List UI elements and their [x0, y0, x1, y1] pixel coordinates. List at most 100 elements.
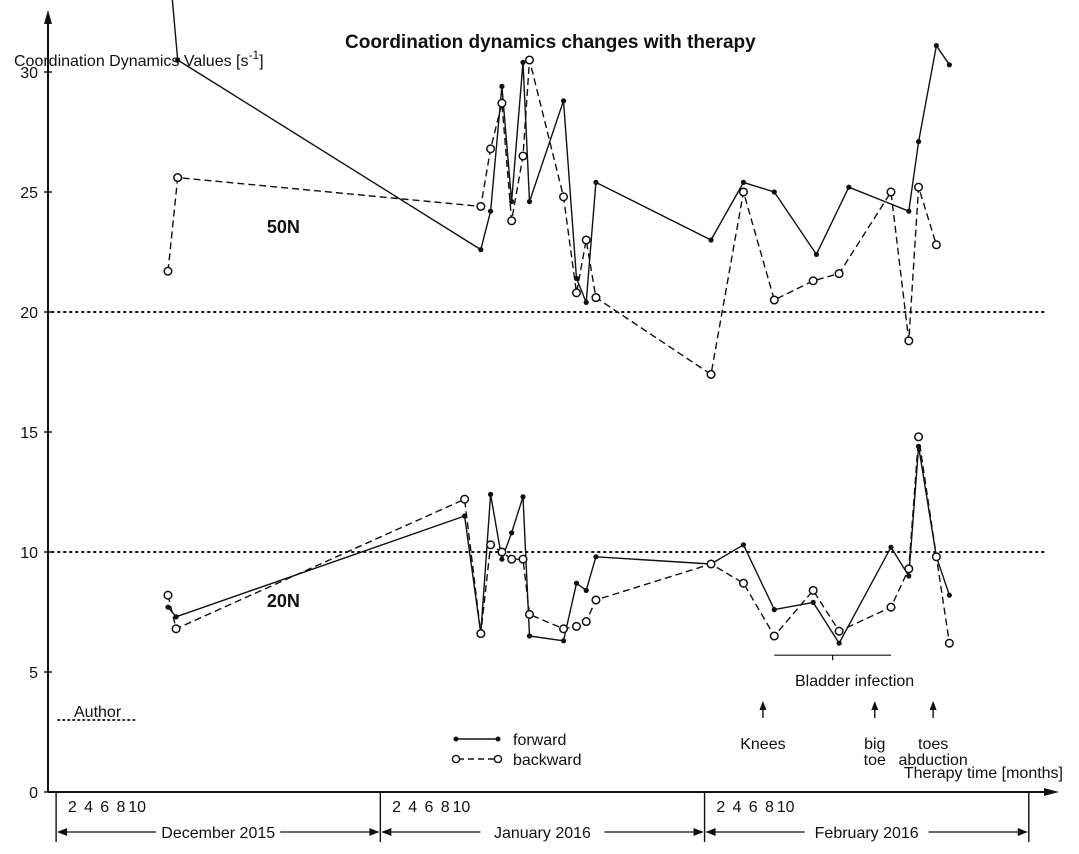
y-tick-label: 15 — [20, 425, 38, 442]
y-axis-arrow-icon — [44, 10, 52, 24]
data-point-forward — [487, 491, 494, 497]
data-point-forward — [740, 179, 747, 185]
data-point-backward — [808, 585, 818, 595]
data-point-backward — [460, 494, 470, 504]
data-point-backward — [738, 187, 749, 197]
bladder-infection-annotation: Bladder infection — [774, 654, 914, 690]
data-point-backward — [591, 595, 601, 605]
x-day-tick-label: 4 — [733, 799, 742, 816]
y-tick-label: 10 — [20, 545, 38, 562]
author-line: Author — [57, 704, 139, 721]
data-point-forward — [487, 208, 494, 214]
month-label: December 2015 — [161, 825, 275, 842]
data-point-backward — [571, 621, 582, 631]
x-day-tick-label: 6 — [425, 799, 434, 816]
data-point-backward — [476, 629, 486, 639]
data-point-forward — [583, 299, 589, 305]
series-backward-50N — [163, 55, 941, 379]
data-point-forward — [583, 587, 589, 594]
data-point-backward — [904, 336, 914, 346]
data-point-forward — [888, 544, 894, 550]
x-day-tick-label: 10 — [452, 799, 470, 816]
data-point-forward — [771, 189, 777, 195]
up-arrow-icon — [871, 701, 879, 710]
data-point-backward — [834, 269, 844, 279]
data-point-backward — [914, 432, 924, 442]
month-arrow-left-icon — [381, 828, 392, 836]
group-label: 50N — [267, 217, 300, 237]
data-point-forward — [846, 184, 852, 190]
y-tick-label: 30 — [20, 65, 38, 82]
x-day-ticks: 2 4 6 8 10 2 4 6 8 10 2 4 6 8 10 — [68, 799, 795, 816]
legend-forward: forward — [453, 732, 566, 749]
month-axis: December 2015 January 2016 February 2016 — [55, 793, 1030, 842]
data-point-forward — [526, 633, 533, 639]
data-point-backward — [581, 617, 591, 627]
data-point-forward — [813, 251, 820, 257]
x-axis-arrow-icon — [1044, 788, 1059, 796]
x-day-tick-label: 4 — [408, 799, 417, 816]
group-labels: 50N 20N — [267, 217, 300, 611]
series-group — [163, 0, 954, 648]
legend: forward backward — [451, 732, 581, 769]
data-point-forward — [526, 199, 533, 205]
data-point-backward — [738, 578, 749, 588]
event-label: toes — [918, 736, 948, 753]
data-point-forward — [593, 179, 599, 185]
data-point-forward — [509, 199, 515, 205]
legend-backward-label: backward — [513, 752, 581, 769]
x-day-tick-label: 8 — [116, 799, 125, 816]
month-arrow-left-icon — [705, 828, 716, 836]
y-axis — [44, 10, 52, 792]
event-label: abduction — [898, 752, 967, 769]
month-label: January 2016 — [494, 825, 591, 842]
month-label: February 2016 — [815, 825, 919, 842]
x-day-tick-label: 4 — [84, 799, 93, 816]
data-point-backward — [558, 624, 569, 634]
data-point-backward — [486, 540, 496, 550]
month-arrow-right-icon — [693, 828, 704, 836]
data-point-backward — [931, 240, 941, 250]
data-point-forward — [165, 604, 171, 610]
x-day-tick-label: 10 — [128, 799, 146, 816]
chart-title: Coordination dynamics changes with thera… — [345, 32, 756, 53]
x-axis — [48, 788, 1059, 796]
data-point-backward — [507, 554, 517, 564]
data-point-backward — [497, 547, 507, 557]
series-backward-20N — [163, 432, 954, 648]
data-point-backward — [486, 144, 496, 154]
data-point-backward — [173, 173, 183, 183]
x-day-tick-label: 8 — [765, 799, 774, 816]
data-point-backward — [571, 288, 582, 298]
bladder-infection-label: Bladder infection — [795, 673, 914, 690]
y-tick-label: 20 — [20, 305, 38, 322]
data-point-backward — [944, 638, 954, 648]
data-point-backward — [497, 98, 507, 108]
month-arrow-right-icon — [1017, 828, 1028, 836]
data-point-backward — [558, 192, 569, 202]
x-axis-label: Therapy time [months] — [904, 765, 1063, 782]
reference-lines — [51, 311, 1049, 553]
y-tick-label: 0 — [29, 785, 38, 802]
data-point-forward — [915, 139, 922, 145]
series-forward-20N — [165, 443, 952, 646]
data-point-forward — [509, 530, 515, 536]
data-point-forward — [499, 556, 505, 562]
data-point-forward — [560, 98, 567, 104]
data-point-backward — [591, 293, 601, 303]
data-point-forward — [771, 607, 777, 613]
data-point-backward — [706, 559, 716, 569]
data-point-backward — [706, 369, 716, 379]
x-day-tick-label: 10 — [777, 799, 795, 816]
event-arrow: Knees — [740, 701, 786, 753]
event-label: toe — [864, 752, 886, 769]
data-point-forward — [573, 580, 580, 586]
data-point-forward — [810, 599, 816, 606]
data-point-backward — [163, 590, 173, 600]
up-arrow-icon — [759, 701, 767, 710]
data-point-forward — [499, 83, 505, 89]
x-day-tick-label: 6 — [749, 799, 758, 816]
